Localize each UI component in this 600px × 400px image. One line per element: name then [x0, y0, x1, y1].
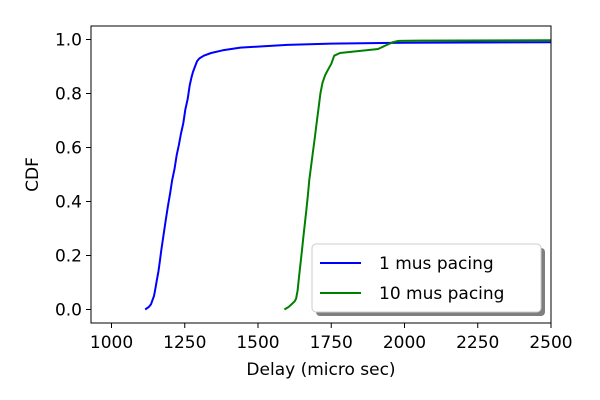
y-tick-label: 0.8	[55, 85, 82, 105]
y-axis-ticks: 0.0 0.2 0.4 0.6 0.8 1.0	[55, 31, 91, 321]
y-tick-label: 0.4	[55, 193, 82, 213]
y-tick-label: 0.6	[55, 139, 82, 159]
x-axis-label: Delay (micro sec)	[246, 360, 395, 380]
legend-label-series-1: 1 mus pacing	[379, 254, 494, 274]
x-tick-label: 2250	[456, 333, 499, 353]
y-tick-label: 0.2	[55, 247, 82, 267]
legend-box	[311, 243, 542, 313]
x-axis-ticks: 1000 1250 1500 1750 2000 2250 2500	[90, 323, 573, 353]
y-tick-label: 0.0	[55, 301, 82, 321]
y-axis-label: CDF	[23, 157, 43, 192]
legend-label-series-2: 10 mus pacing	[379, 284, 504, 304]
x-tick-label: 1250	[163, 333, 206, 353]
legend: 1 mus pacing 10 mus pacing	[311, 243, 545, 316]
x-tick-label: 1000	[90, 333, 133, 353]
x-tick-label: 2000	[383, 333, 426, 353]
x-tick-label: 1750	[310, 333, 353, 353]
y-tick-label: 1.0	[55, 31, 82, 51]
series-line-2	[283, 39, 552, 311]
x-tick-label: 1500	[236, 333, 279, 353]
x-tick-label: 2500	[529, 333, 572, 353]
series-line-1	[144, 41, 552, 311]
plot-frame	[90, 25, 552, 324]
series-layer	[144, 39, 552, 311]
